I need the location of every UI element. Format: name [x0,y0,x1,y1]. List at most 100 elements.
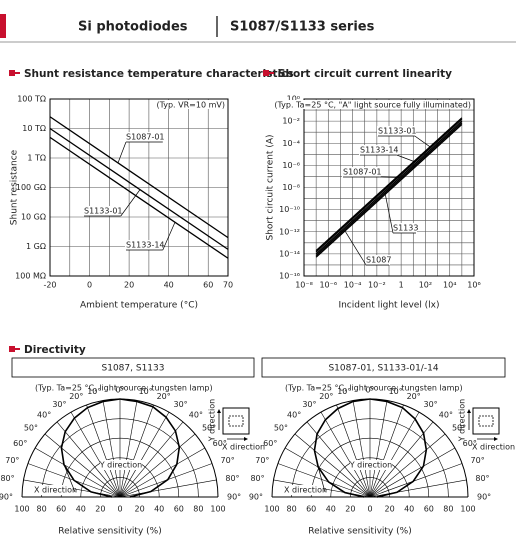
grid-spoke [369,404,404,498]
r-tick-label: 80 [287,505,297,514]
grid-spoke [294,433,371,498]
angle-label: 20° [69,392,83,401]
annotation: (Typ. Ta=25 °C, light source: tungsten l… [35,384,213,393]
x-tick-label: 10⁻⁸ [295,281,313,290]
label-bg [350,460,392,470]
x-axis-label: Relative sensitivity (%) [58,527,161,537]
series-label: Y direction [99,461,143,470]
x-tick-label: 0 [87,281,92,290]
angle-label: 10° [87,387,101,396]
angle-label: 70° [5,456,19,465]
series-label: S1133-14 [126,241,165,250]
r-tick-label: 60 [56,505,66,514]
angle-label: 0° [365,386,374,395]
angle-label: 10° [139,387,153,396]
r-tick-label: 60 [424,505,434,514]
angle-label: 80° [0,474,14,483]
section-title: Short circuit current linearity [278,68,452,80]
package-window [228,415,244,427]
grid-spoke [352,400,371,498]
directivity-curve [119,398,181,498]
r-tick-label: 20 [95,505,105,514]
x-tick-label: 10² [419,281,432,290]
grid-spoke [369,411,420,498]
x-tick-label: 40 [164,281,174,290]
angle-label: 90° [227,493,241,502]
angle-label: 60° [13,439,27,448]
label-leader [396,154,416,163]
x-tick-label: 10⁻⁴ [344,281,362,290]
grid-spoke [44,433,121,498]
r-tick-label: 40 [326,505,336,514]
r-tick-label: 80 [443,505,453,514]
y-tick-label: 1 GΩ [26,242,46,251]
y-tick-label: 10⁻⁸ [282,183,300,192]
r-tick-label: 0 [367,505,372,514]
label-leader [414,135,431,148]
label-bg [33,485,75,495]
label-leader [63,464,76,493]
angle-label: 70° [471,456,485,465]
grid-spoke [369,433,446,498]
chart-title: S1087-01, S1133-01/-14 [328,364,438,374]
grid-spoke [369,421,434,498]
label-bg [125,240,164,250]
section-icon [263,70,274,76]
label-leader [344,230,367,266]
icon-label: X direction [472,443,515,452]
grid-spoke [102,400,121,498]
plot-frame [303,98,475,277]
r-tick-label: 20 [345,505,355,514]
r-tick-label: 20 [385,505,395,514]
series-label: S1133-14 [360,146,399,155]
angle-label: 90° [249,493,263,502]
angle-label: 90° [0,493,13,502]
angle-label: 0° [115,386,124,395]
angle-label: 80° [225,474,239,483]
arrow-head [217,409,221,413]
angle-label: 20° [319,392,333,401]
y-tick-label: 10⁻¹² [279,227,300,236]
series-line [49,116,229,239]
y-tick-label: 100 TΩ [17,95,46,104]
y-tick-label: 10⁻¹⁶ [279,272,300,281]
angle-label: 70° [221,456,235,465]
grid-spoke [34,447,121,498]
angle-label: 40° [37,411,51,420]
label-bg [392,223,417,233]
label-leader [317,467,326,493]
angle-label: 30° [52,400,66,409]
x-axis-label: Ambient temperature (°C) [80,301,198,311]
series-label: X direction [34,486,77,495]
r-tick-label: 80 [37,505,47,514]
section-title: Shunt resistance temperature characteris… [24,68,294,80]
r-tick-label: 100 [14,505,29,514]
y-tick-label: 10⁻⁶ [282,161,300,170]
angle-label: 40° [287,411,301,420]
r-tick-label: 20 [135,505,145,514]
label-bg [359,145,398,155]
y-tick-label: 100 MΩ [15,272,46,281]
directivity-curve [369,398,428,498]
series-line [49,127,229,250]
chart-title-box [261,357,506,378]
icon-label: Y direction [208,399,217,443]
angle-label: 50° [202,424,216,433]
label-bg [125,132,164,142]
y-tick-label: 10⁰ [287,95,300,104]
angle-label: 30° [174,400,188,409]
angle-label: 60° [263,439,277,448]
r-tick-label: 80 [193,505,203,514]
grid-spoke [56,421,121,498]
x-tick-label: -20 [43,281,56,290]
angle-label: 50° [24,424,38,433]
angle-label: 20° [157,392,171,401]
x-tick-label: 60 [203,281,213,290]
series-line [315,120,463,255]
label-bg [342,167,381,177]
angle-label: 10° [389,387,403,396]
angle-label: 30° [424,400,438,409]
arrow-head [467,409,471,413]
